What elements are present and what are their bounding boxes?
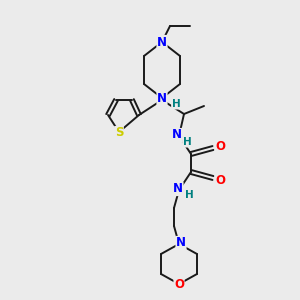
Text: O: O	[215, 140, 225, 152]
Text: N: N	[157, 35, 167, 49]
Text: N: N	[176, 236, 186, 250]
Text: H: H	[184, 190, 194, 200]
Text: N: N	[172, 128, 182, 142]
Text: H: H	[183, 137, 191, 147]
Text: O: O	[174, 278, 184, 290]
Text: N: N	[173, 182, 183, 196]
Text: S: S	[115, 127, 123, 140]
Text: N: N	[157, 92, 167, 104]
Text: H: H	[172, 99, 180, 109]
Text: O: O	[215, 173, 225, 187]
